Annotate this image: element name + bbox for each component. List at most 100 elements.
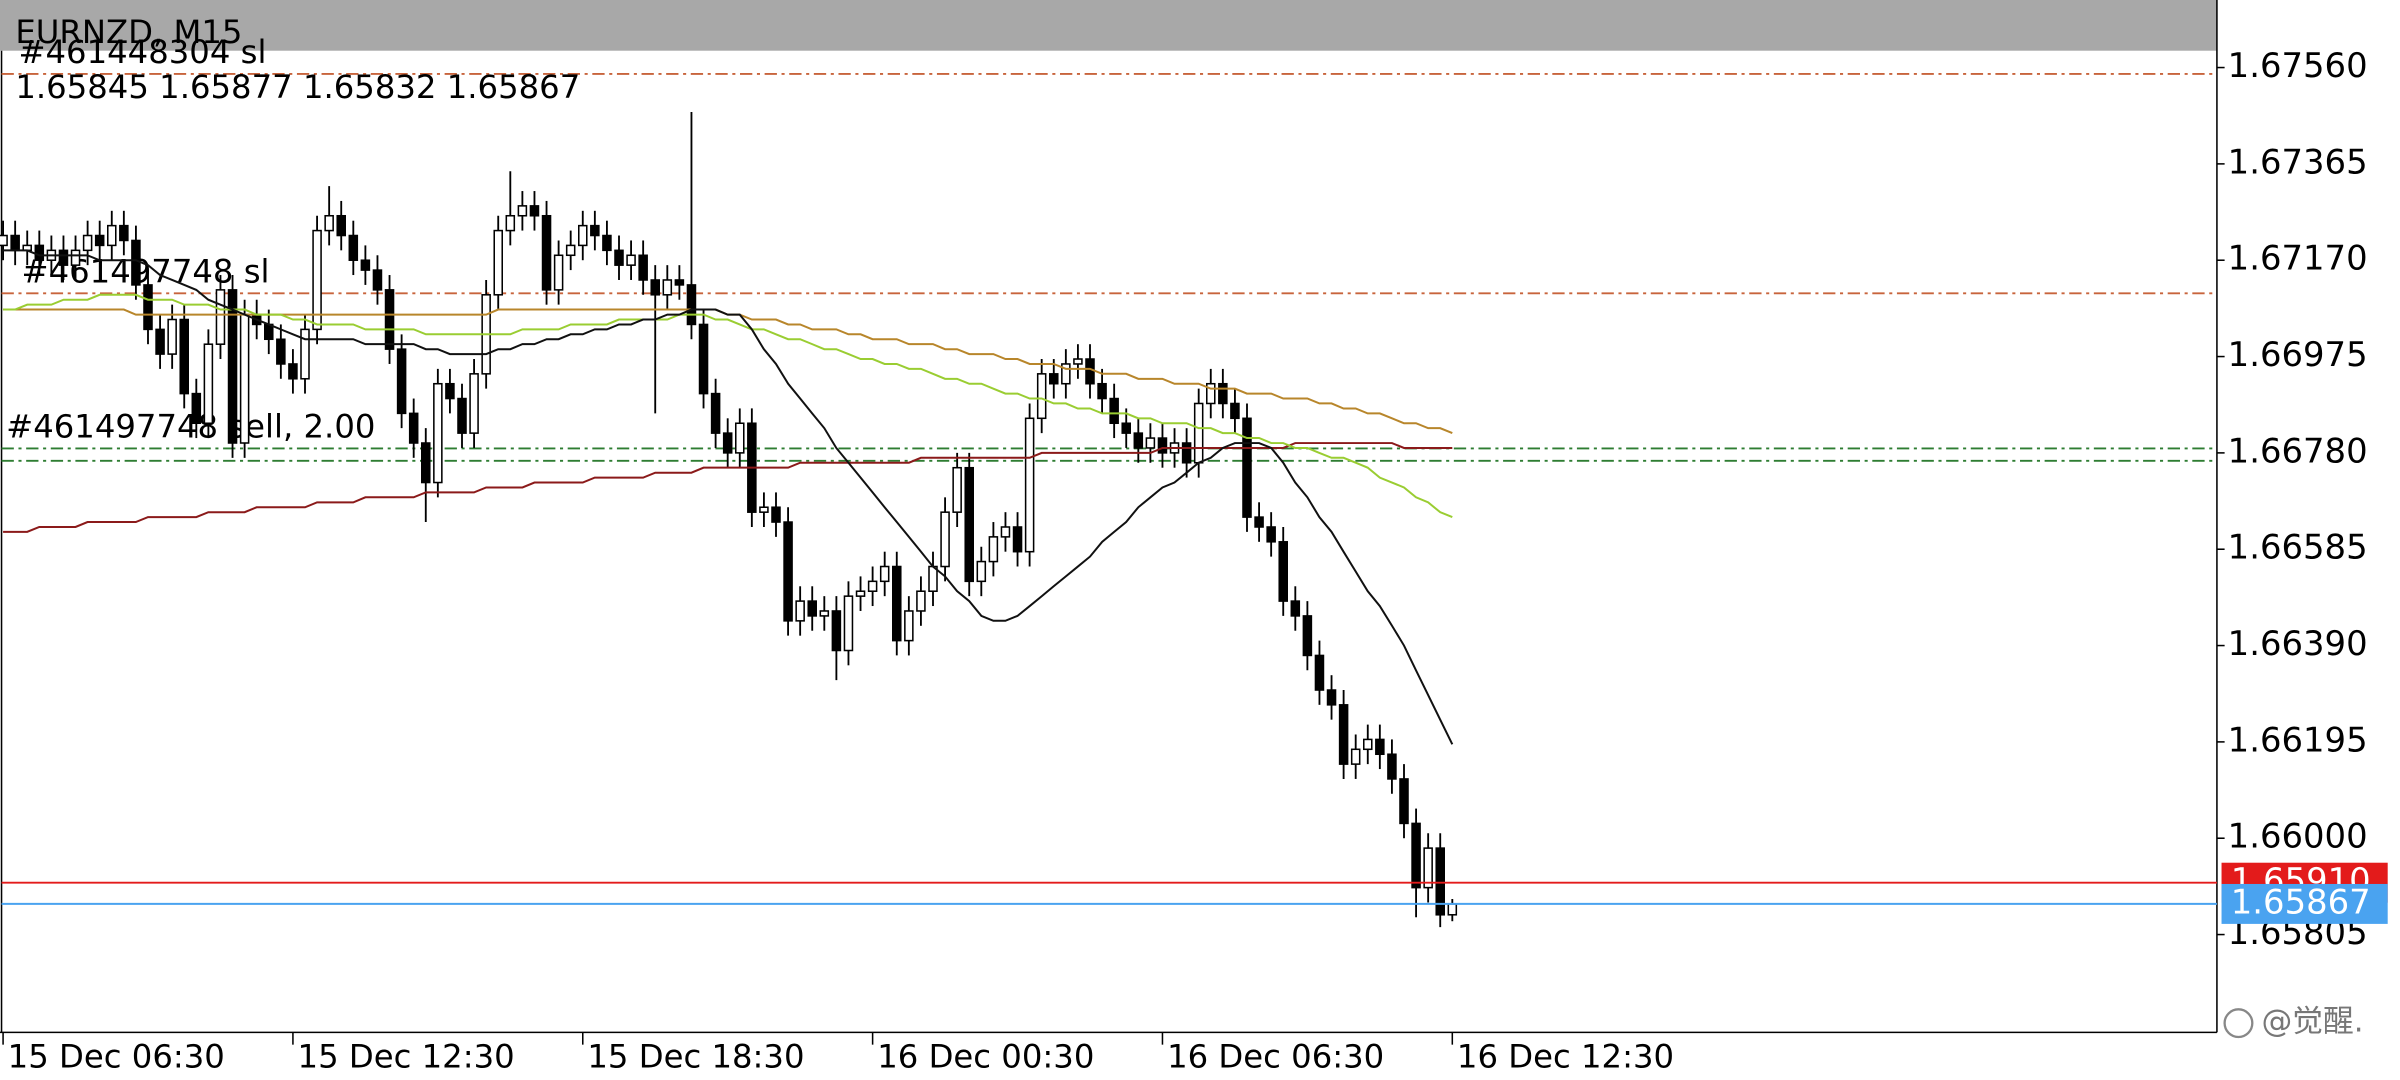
candle-body bbox=[686, 284, 697, 326]
y-tick-label: 1.67365 bbox=[2228, 142, 2368, 181]
candle-body bbox=[70, 249, 81, 266]
candle-body bbox=[1061, 363, 1071, 385]
candle-body bbox=[891, 565, 902, 642]
candle-body bbox=[1302, 615, 1313, 657]
candle-body bbox=[1411, 822, 1421, 889]
candle-body bbox=[1350, 748, 1361, 765]
candle-body bbox=[614, 249, 624, 266]
x-tick-label: 16 Dec 12:30 bbox=[1457, 1038, 1674, 1076]
y-tick-label: 1.66780 bbox=[2228, 431, 2368, 470]
candle-body bbox=[372, 269, 383, 291]
candle-body bbox=[517, 205, 528, 217]
candle-body bbox=[1121, 422, 1132, 434]
candle-body bbox=[433, 382, 443, 484]
candle-body bbox=[1435, 847, 1445, 916]
x-tick-label: 15 Dec 06:30 bbox=[8, 1038, 225, 1076]
y-tick-label: 1.67170 bbox=[2228, 239, 2368, 278]
candle-body bbox=[203, 343, 214, 425]
candle-body bbox=[602, 234, 612, 252]
candle-body bbox=[1290, 600, 1301, 617]
candle-body bbox=[1447, 903, 1458, 916]
y-tick-label: 1.66975 bbox=[2228, 335, 2368, 374]
x-tick-label: 15 Dec 18:30 bbox=[587, 1038, 804, 1076]
candle-body bbox=[312, 229, 322, 331]
candle-body bbox=[227, 289, 238, 444]
candle-body bbox=[408, 412, 419, 444]
candle-body bbox=[783, 521, 793, 622]
candle-body bbox=[107, 224, 117, 247]
candle-body bbox=[505, 214, 516, 232]
candle-body bbox=[529, 205, 540, 217]
candle-body bbox=[1181, 442, 1192, 464]
y-tick-label: 1.66390 bbox=[2228, 624, 2368, 663]
candle-body bbox=[1157, 437, 1168, 454]
candle-body bbox=[916, 590, 926, 612]
candle-body bbox=[445, 382, 455, 400]
candle-body bbox=[710, 392, 721, 434]
candle-body bbox=[155, 328, 165, 355]
candle-body bbox=[324, 214, 334, 232]
candle-body bbox=[119, 224, 129, 242]
candle-body bbox=[336, 214, 346, 237]
candle-body bbox=[1387, 753, 1397, 780]
candle-body bbox=[1024, 417, 1035, 553]
candle-body bbox=[590, 224, 600, 237]
candle-body bbox=[1230, 402, 1240, 420]
candle-body bbox=[759, 506, 769, 513]
candle-body bbox=[276, 338, 286, 365]
candle-body bbox=[493, 229, 503, 296]
candle-body bbox=[1242, 417, 1252, 518]
candle-body bbox=[771, 506, 781, 523]
candle-body bbox=[167, 318, 177, 355]
candle-body bbox=[191, 392, 202, 425]
candle-body bbox=[1399, 778, 1409, 825]
candle-body bbox=[638, 254, 648, 281]
candle-body bbox=[82, 234, 93, 252]
candle-body bbox=[239, 313, 250, 444]
candle-body bbox=[1423, 847, 1433, 889]
watermark: @觉醒. bbox=[2262, 1004, 2364, 1040]
candle-body bbox=[34, 244, 45, 261]
y-tick-label: 1.66195 bbox=[2228, 720, 2368, 759]
candle-body bbox=[904, 610, 914, 642]
candle-body bbox=[650, 279, 660, 296]
candle-body bbox=[1278, 541, 1288, 602]
candle-body bbox=[360, 259, 371, 271]
moving-average bbox=[3, 293, 1453, 519]
y-tick-label: 1.66000 bbox=[2228, 817, 2368, 856]
candle-body bbox=[1363, 738, 1373, 751]
candle-body bbox=[578, 224, 588, 247]
candle-body bbox=[1218, 382, 1228, 405]
candle-body bbox=[288, 363, 298, 380]
candle-body bbox=[215, 289, 226, 345]
candle-body bbox=[565, 244, 576, 257]
candle-body bbox=[457, 397, 467, 434]
candle-body bbox=[143, 284, 153, 331]
candle-body bbox=[819, 610, 830, 617]
candle-body bbox=[10, 234, 20, 252]
candle-body bbox=[541, 214, 552, 291]
candle-body bbox=[1133, 432, 1144, 449]
candle-body bbox=[94, 234, 105, 247]
candle-body bbox=[831, 610, 842, 652]
candle-body bbox=[553, 254, 564, 291]
candle-body bbox=[940, 511, 950, 568]
candle-body bbox=[1254, 516, 1264, 528]
candle-body bbox=[396, 348, 407, 415]
price-tag-label: 1.65867 bbox=[2231, 882, 2371, 921]
candle-body bbox=[867, 580, 878, 592]
candle-body bbox=[300, 328, 310, 380]
candle-body bbox=[662, 279, 673, 296]
candle-body bbox=[131, 239, 141, 286]
candle-body bbox=[855, 590, 866, 597]
candle-body bbox=[1266, 526, 1276, 543]
moving-average bbox=[3, 249, 1454, 745]
order-label: #461497748 sell, 2.00 bbox=[6, 407, 375, 445]
candle-body bbox=[1036, 373, 1047, 420]
price-tag bbox=[2221, 883, 2388, 924]
marks: 1.67560 1.67365 1.67170 1.66975 1.66780 1.665… bbox=[0, 33, 2368, 1075]
candle-body bbox=[1097, 382, 1107, 400]
candle-body bbox=[735, 422, 745, 454]
